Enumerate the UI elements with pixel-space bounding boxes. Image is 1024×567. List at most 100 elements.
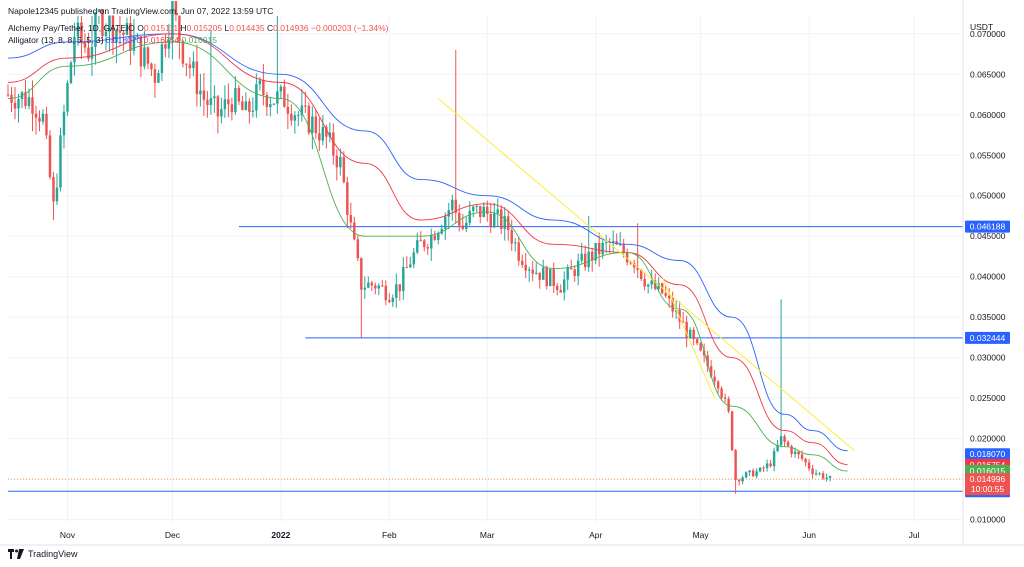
candle-body	[199, 90, 202, 95]
candle-body	[265, 95, 269, 108]
indicator-legend[interactable]: Alligator (13, 8, 8, 5, 5, 3) 0.018070 0…	[8, 35, 217, 46]
last-price-badge-bg	[965, 473, 1010, 496]
candle-body	[437, 233, 440, 240]
candle-body	[171, 1, 174, 40]
candle-body	[818, 473, 821, 475]
candle-body	[13, 102, 17, 109]
candle-body	[349, 215, 353, 223]
candle-body	[797, 451, 800, 455]
candle-body	[27, 97, 31, 107]
candle-body	[800, 454, 804, 459]
candle-body	[458, 212, 461, 226]
candle-body	[388, 300, 391, 303]
candle-body	[475, 205, 478, 207]
indicator-jaw-value: 0.018070	[105, 35, 142, 45]
x-tick-label: 2022	[271, 530, 290, 540]
candle-body	[440, 228, 443, 234]
ohlc-high: 0.015205	[186, 23, 223, 33]
candle-body	[125, 23, 129, 35]
candle-body	[433, 235, 437, 240]
y-tick-label: 0.050000	[970, 191, 1006, 201]
candle-body	[489, 214, 492, 228]
level-badge-text: 0.032444	[970, 333, 1006, 343]
y-tick-label: 0.010000	[970, 515, 1006, 525]
ohlc-close: 0.014936	[273, 23, 309, 33]
candle-body	[790, 446, 793, 454]
symbol-legend: Alchemy Pay/Tether, 1D, GATEIO O0.015111…	[8, 23, 389, 34]
candlesticks	[6, 1, 832, 494]
candle-body	[685, 321, 688, 338]
brand-name: TradingView	[28, 549, 78, 559]
candle-body	[83, 42, 87, 48]
candle-body	[321, 126, 325, 141]
candle-body	[507, 216, 510, 231]
candle-body	[608, 242, 611, 244]
candle-body	[73, 36, 76, 63]
candle-body	[311, 116, 314, 133]
candle-body	[555, 285, 559, 291]
ohlc-c-label: C	[267, 23, 274, 33]
candle-body	[769, 463, 772, 467]
candle-body	[24, 92, 27, 107]
y-tick-label: 0.025000	[970, 393, 1006, 403]
candle-body	[178, 15, 181, 42]
candle-body	[195, 61, 199, 95]
candle-body	[293, 115, 297, 121]
candle-body	[241, 101, 244, 110]
ohlc-low: 0.014435	[229, 23, 265, 33]
alligator-lines	[7, 33, 848, 472]
candle-body	[562, 279, 566, 293]
y-tick-label: 0.070000	[970, 29, 1006, 39]
price-badges: 0.0461880.0324440.0134940.0180700.016754…	[965, 220, 1010, 498]
candle-body	[472, 206, 475, 211]
candle-body	[779, 436, 783, 446]
candle-body	[353, 222, 356, 240]
candle-body	[716, 381, 720, 389]
ohlc-change: −0.000203 (−1.34%)	[311, 23, 389, 33]
candle-body	[307, 105, 311, 133]
candle-body	[97, 8, 101, 13]
candle-body	[381, 285, 384, 287]
y-tick-label: 0.055000	[970, 150, 1006, 160]
candle-body	[451, 199, 454, 211]
candle-body	[104, 31, 108, 37]
candle-body	[192, 61, 195, 69]
candle-body	[146, 47, 150, 64]
candle-body	[667, 295, 671, 299]
candle-body	[500, 209, 503, 229]
candle-body	[206, 99, 209, 106]
candle-body	[416, 240, 419, 253]
tradingview-brand[interactable]: TradingView	[8, 549, 78, 559]
candle-body	[786, 441, 790, 447]
candle-body	[744, 472, 748, 478]
candle-body	[639, 269, 643, 280]
y-tick-label: 0.035000	[970, 312, 1006, 322]
candle-body	[391, 297, 395, 303]
candle-body	[398, 284, 402, 292]
candle-body	[402, 267, 405, 292]
candle-body	[377, 285, 381, 289]
candle-body	[825, 477, 828, 479]
candle-body	[251, 110, 255, 112]
trend-lines	[437, 98, 855, 452]
candle-body	[118, 30, 122, 33]
candle-body	[332, 132, 335, 156]
candle-body	[772, 451, 776, 467]
candle-body	[272, 103, 276, 105]
time-axis[interactable]: Nov Dec 2022 Feb Mar Apr May Jun Jul	[60, 530, 920, 540]
candle-body	[804, 458, 807, 463]
candle-body	[541, 267, 545, 280]
candle-body	[405, 267, 409, 269]
candle-body	[625, 253, 629, 263]
currency-label: USDT	[970, 22, 993, 32]
last-price-badge-text: 0.014996	[970, 474, 1006, 484]
candle-body	[583, 253, 587, 268]
tradingview-logo-icon	[8, 549, 24, 559]
candle-body	[727, 398, 730, 412]
candle-body	[129, 23, 132, 51]
y-tick-label: 0.030000	[970, 353, 1006, 363]
candle-body	[479, 205, 482, 217]
candle-body	[269, 104, 272, 108]
